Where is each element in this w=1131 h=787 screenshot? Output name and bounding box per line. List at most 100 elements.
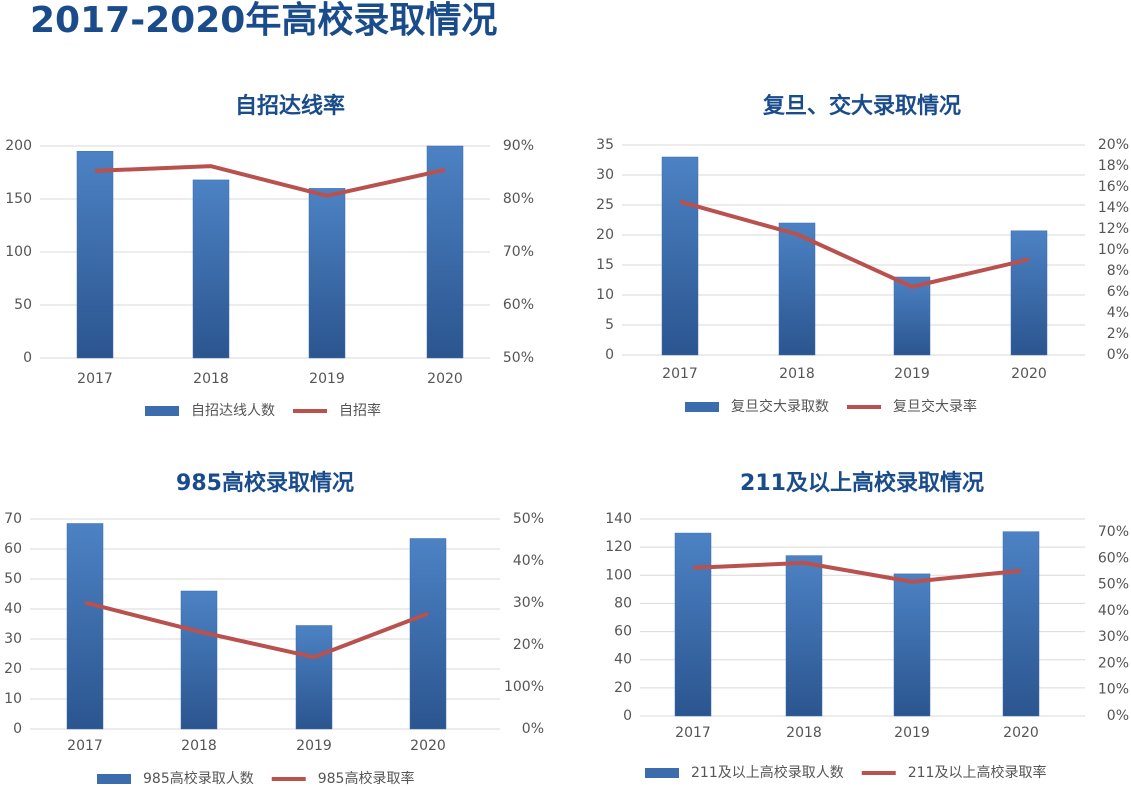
y-tick-label: 50: [4, 571, 22, 587]
y2-tick-label: 30%: [513, 595, 544, 611]
bar: [180, 590, 218, 730]
bar: [76, 151, 114, 359]
x-tick-label: 2020: [410, 738, 446, 754]
bar: [674, 532, 712, 717]
y2-tick-label: 8%: [1107, 263, 1129, 279]
y2-tick-label: 16%: [1098, 179, 1129, 195]
y2-tick-label: 20%: [513, 637, 544, 653]
x-tick-label: 2020: [1011, 366, 1047, 382]
bar: [1010, 230, 1048, 356]
x-tick-label: 2020: [427, 371, 463, 387]
legend-label: 自招率: [339, 402, 381, 419]
y2-tick-label: 50%: [503, 350, 534, 366]
legend-swatch: [145, 406, 179, 416]
bar: [1002, 531, 1040, 717]
bar: [893, 573, 931, 717]
legend-label: 211及以上高校录取人数: [691, 764, 844, 781]
chart-title: 211及以上高校录取情况: [740, 470, 984, 496]
bar: [785, 555, 823, 717]
y2-tick-label: 0%: [522, 721, 544, 737]
y2-tick-label: 10%: [1098, 682, 1129, 698]
y2-tick-label: 0%: [1107, 708, 1129, 724]
y-tick-label: 80: [614, 595, 632, 611]
y2-tick-label: 20%: [1098, 137, 1129, 153]
y-tick-label: 40: [4, 601, 22, 617]
bar: [426, 145, 464, 359]
x-tick-label: 2018: [786, 725, 822, 741]
x-tick-label: 2017: [662, 366, 698, 382]
legend-label: 复旦交大录取数: [731, 398, 829, 415]
y2-tick-label: 70%: [1098, 524, 1129, 540]
y2-tick-label: 30%: [1098, 629, 1129, 645]
y2-tick-label: 10%: [1098, 242, 1129, 258]
line-series: [94, 164, 446, 198]
bar: [661, 156, 699, 356]
y-tick-label: 120: [605, 539, 632, 555]
y2-tick-label: 60%: [1098, 550, 1129, 566]
bar: [409, 538, 447, 730]
y2-tick-label: 4%: [1107, 305, 1129, 321]
y2-tick-label: 50%: [513, 511, 544, 527]
x-tick-label: 2018: [181, 738, 217, 754]
y-tick-label: 50: [14, 297, 32, 313]
y2-tick-label: 80%: [503, 191, 534, 207]
y-tick-label: 20: [596, 227, 614, 243]
chart-title: 复旦、交大录取情况: [762, 93, 961, 119]
legend-label: 复旦交大录率: [893, 398, 977, 415]
y-tick-label: 0: [23, 350, 32, 366]
legend-label: 985高校录取人数: [143, 770, 254, 787]
x-tick-label: 2020: [1003, 725, 1039, 741]
y2-tick-label: 6%: [1107, 284, 1129, 300]
y-tick-label: 30: [596, 167, 614, 183]
y-tick-label: 200: [5, 138, 32, 154]
legend-swatch: [685, 402, 719, 412]
y2-tick-label: 70%: [503, 244, 534, 260]
legend-swatch: [97, 774, 131, 784]
y-tick-label: 15: [596, 257, 614, 273]
y2-tick-label: 40%: [1098, 603, 1129, 619]
y2-tick-label: 0%: [1107, 347, 1129, 363]
chart-title: 自招达线率: [235, 93, 345, 119]
y2-tick-label: 100%: [504, 679, 544, 695]
line-series: [84, 600, 429, 660]
x-tick-label: 2019: [309, 371, 345, 387]
bar: [66, 523, 104, 730]
y2-tick-label: 90%: [503, 138, 534, 154]
y-tick-label: 140: [605, 511, 632, 527]
y-tick-label: 20: [4, 661, 22, 677]
y-tick-label: 20: [614, 680, 632, 696]
y2-tick-label: 20%: [1098, 655, 1129, 671]
y-tick-label: 150: [5, 191, 32, 207]
x-tick-label: 2017: [77, 371, 113, 387]
y2-tick-label: 14%: [1098, 200, 1129, 216]
y2-tick-label: 2%: [1107, 326, 1129, 342]
x-tick-label: 2019: [894, 366, 930, 382]
y-tick-label: 60: [614, 624, 632, 640]
y-tick-label: 100: [605, 567, 632, 583]
legend-label: 985高校录取率: [318, 770, 415, 787]
y-tick-label: 10: [4, 691, 22, 707]
y-tick-label: 30: [4, 631, 22, 647]
y-tick-label: 5: [605, 317, 614, 333]
line-series: [679, 199, 1030, 289]
bar: [778, 222, 816, 356]
x-tick-label: 2018: [779, 366, 815, 382]
y-tick-label: 60: [4, 541, 22, 557]
line-series: [692, 560, 1022, 584]
legend-label: 自招达线人数: [191, 403, 275, 419]
main-title: 2017-2020年高校录取情况: [30, 0, 497, 41]
y-tick-label: 0: [605, 347, 614, 363]
bar: [893, 276, 931, 356]
bar: [192, 179, 230, 359]
x-tick-label: 2018: [193, 371, 229, 387]
y-tick-label: 40: [614, 652, 632, 668]
x-tick-label: 2017: [675, 725, 711, 741]
y2-tick-label: 12%: [1098, 221, 1129, 237]
x-tick-label: 2019: [894, 725, 930, 741]
bar: [308, 188, 346, 359]
y-tick-label: 0: [623, 708, 632, 724]
legend-label: 211及以上高校录取率: [908, 764, 1047, 781]
y-tick-label: 10: [596, 287, 614, 303]
y2-tick-label: 60%: [503, 297, 534, 313]
y-tick-label: 70: [4, 511, 22, 527]
